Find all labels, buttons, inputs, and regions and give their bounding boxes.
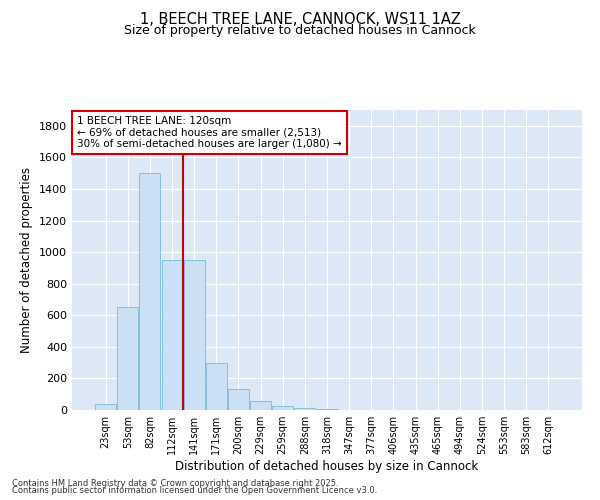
Text: 1, BEECH TREE LANE, CANNOCK, WS11 1AZ: 1, BEECH TREE LANE, CANNOCK, WS11 1AZ (140, 12, 460, 28)
Text: Size of property relative to detached houses in Cannock: Size of property relative to detached ho… (124, 24, 476, 37)
Bar (316, 409, 338, 410)
Bar (250, 400, 271, 410)
Text: Contains HM Land Registry data © Crown copyright and database right 2025.: Contains HM Land Registry data © Crown c… (12, 478, 338, 488)
Bar (295, 408, 316, 410)
Bar (272, 406, 293, 410)
Bar (95, 404, 116, 410)
Bar (206, 364, 227, 410)
Text: Contains public sector information licensed under the Open Government Licence v3: Contains public sector information licen… (12, 486, 377, 495)
Text: 1 BEECH TREE LANE: 120sqm
← 69% of detached houses are smaller (2,513)
30% of se: 1 BEECH TREE LANE: 120sqm ← 69% of detac… (77, 116, 342, 149)
Bar (118, 308, 139, 410)
Y-axis label: Number of detached properties: Number of detached properties (20, 167, 34, 353)
Bar (228, 390, 249, 410)
Bar (139, 173, 160, 410)
Bar (161, 260, 182, 410)
X-axis label: Distribution of detached houses by size in Cannock: Distribution of detached houses by size … (175, 460, 479, 473)
Bar (184, 260, 205, 410)
